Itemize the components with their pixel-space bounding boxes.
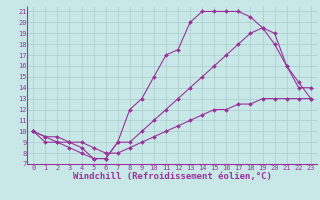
X-axis label: Windchill (Refroidissement éolien,°C): Windchill (Refroidissement éolien,°C)	[73, 172, 271, 181]
